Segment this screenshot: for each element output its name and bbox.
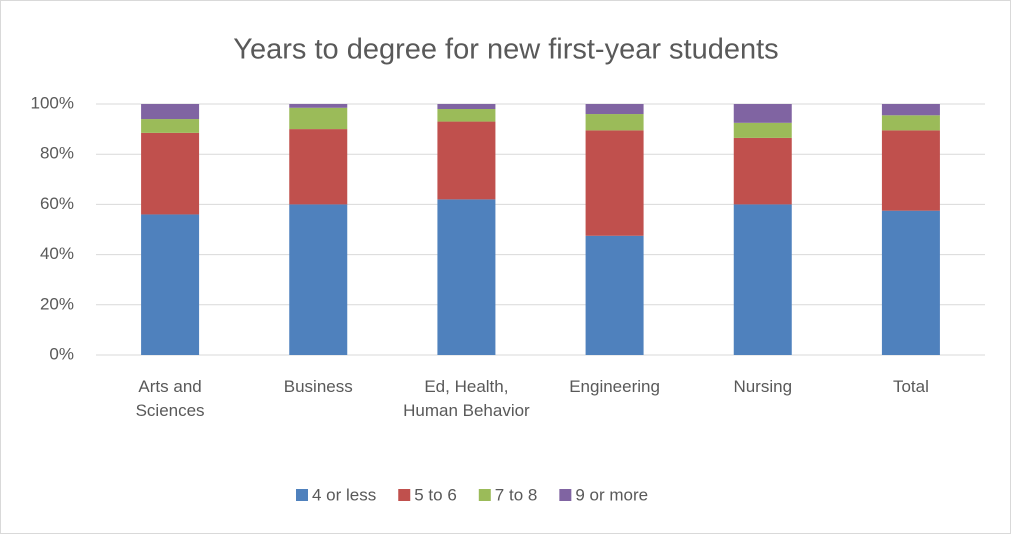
legend-label: 5 to 6 <box>414 485 457 504</box>
x-tick-label: Arts and Sciences <box>135 377 205 420</box>
bar-segment <box>881 210 940 355</box>
bar-segment <box>881 130 940 211</box>
x-tick-label: Business <box>283 377 353 396</box>
x-tick-label: Engineering <box>569 377 660 396</box>
legend-swatch <box>478 489 491 501</box>
legend-label: 4 or less <box>312 485 376 504</box>
bar-segment <box>289 107 348 130</box>
bar-segment <box>141 214 200 355</box>
bar-segment <box>289 104 348 108</box>
bar-segment <box>733 122 792 138</box>
x-tick-label: Nursing <box>733 377 793 396</box>
legend-swatch <box>398 489 411 501</box>
legend-label: 7 to 8 <box>495 485 538 504</box>
y-tick-label: 100% <box>31 93 74 112</box>
bar-segment <box>437 121 496 200</box>
bar-segment <box>289 204 348 355</box>
bar-segment <box>141 119 200 133</box>
bar-segment <box>289 129 348 205</box>
bar-segment <box>585 130 644 236</box>
y-tick-label: 60% <box>40 194 74 213</box>
legend-label: 9 or more <box>575 485 648 504</box>
y-tick-label: 20% <box>40 294 74 313</box>
bar-segment <box>585 104 644 115</box>
bar-segment <box>141 132 200 215</box>
bar-segment <box>437 199 496 355</box>
x-tick-label: Ed, Health, Human Behavior <box>403 377 530 420</box>
bar-segment <box>437 104 496 110</box>
bar-segment <box>881 104 940 116</box>
bar-segment <box>733 137 792 205</box>
bar-segment <box>585 235 644 355</box>
legend-swatch <box>296 489 308 501</box>
y-tick-label: 40% <box>40 244 74 263</box>
bar-segment <box>585 114 644 131</box>
chart-title: Years to degree for new first-year stude… <box>233 34 778 66</box>
legend-swatch <box>559 489 572 501</box>
y-tick-label: 80% <box>40 144 74 163</box>
bar-segment <box>733 204 792 355</box>
bar-segment <box>733 104 792 123</box>
bar-segment <box>141 104 200 120</box>
bar-segment <box>881 115 940 131</box>
bar-segment <box>437 109 496 122</box>
x-tick-label: Total <box>892 377 929 396</box>
y-tick-label: 0% <box>49 344 74 363</box>
